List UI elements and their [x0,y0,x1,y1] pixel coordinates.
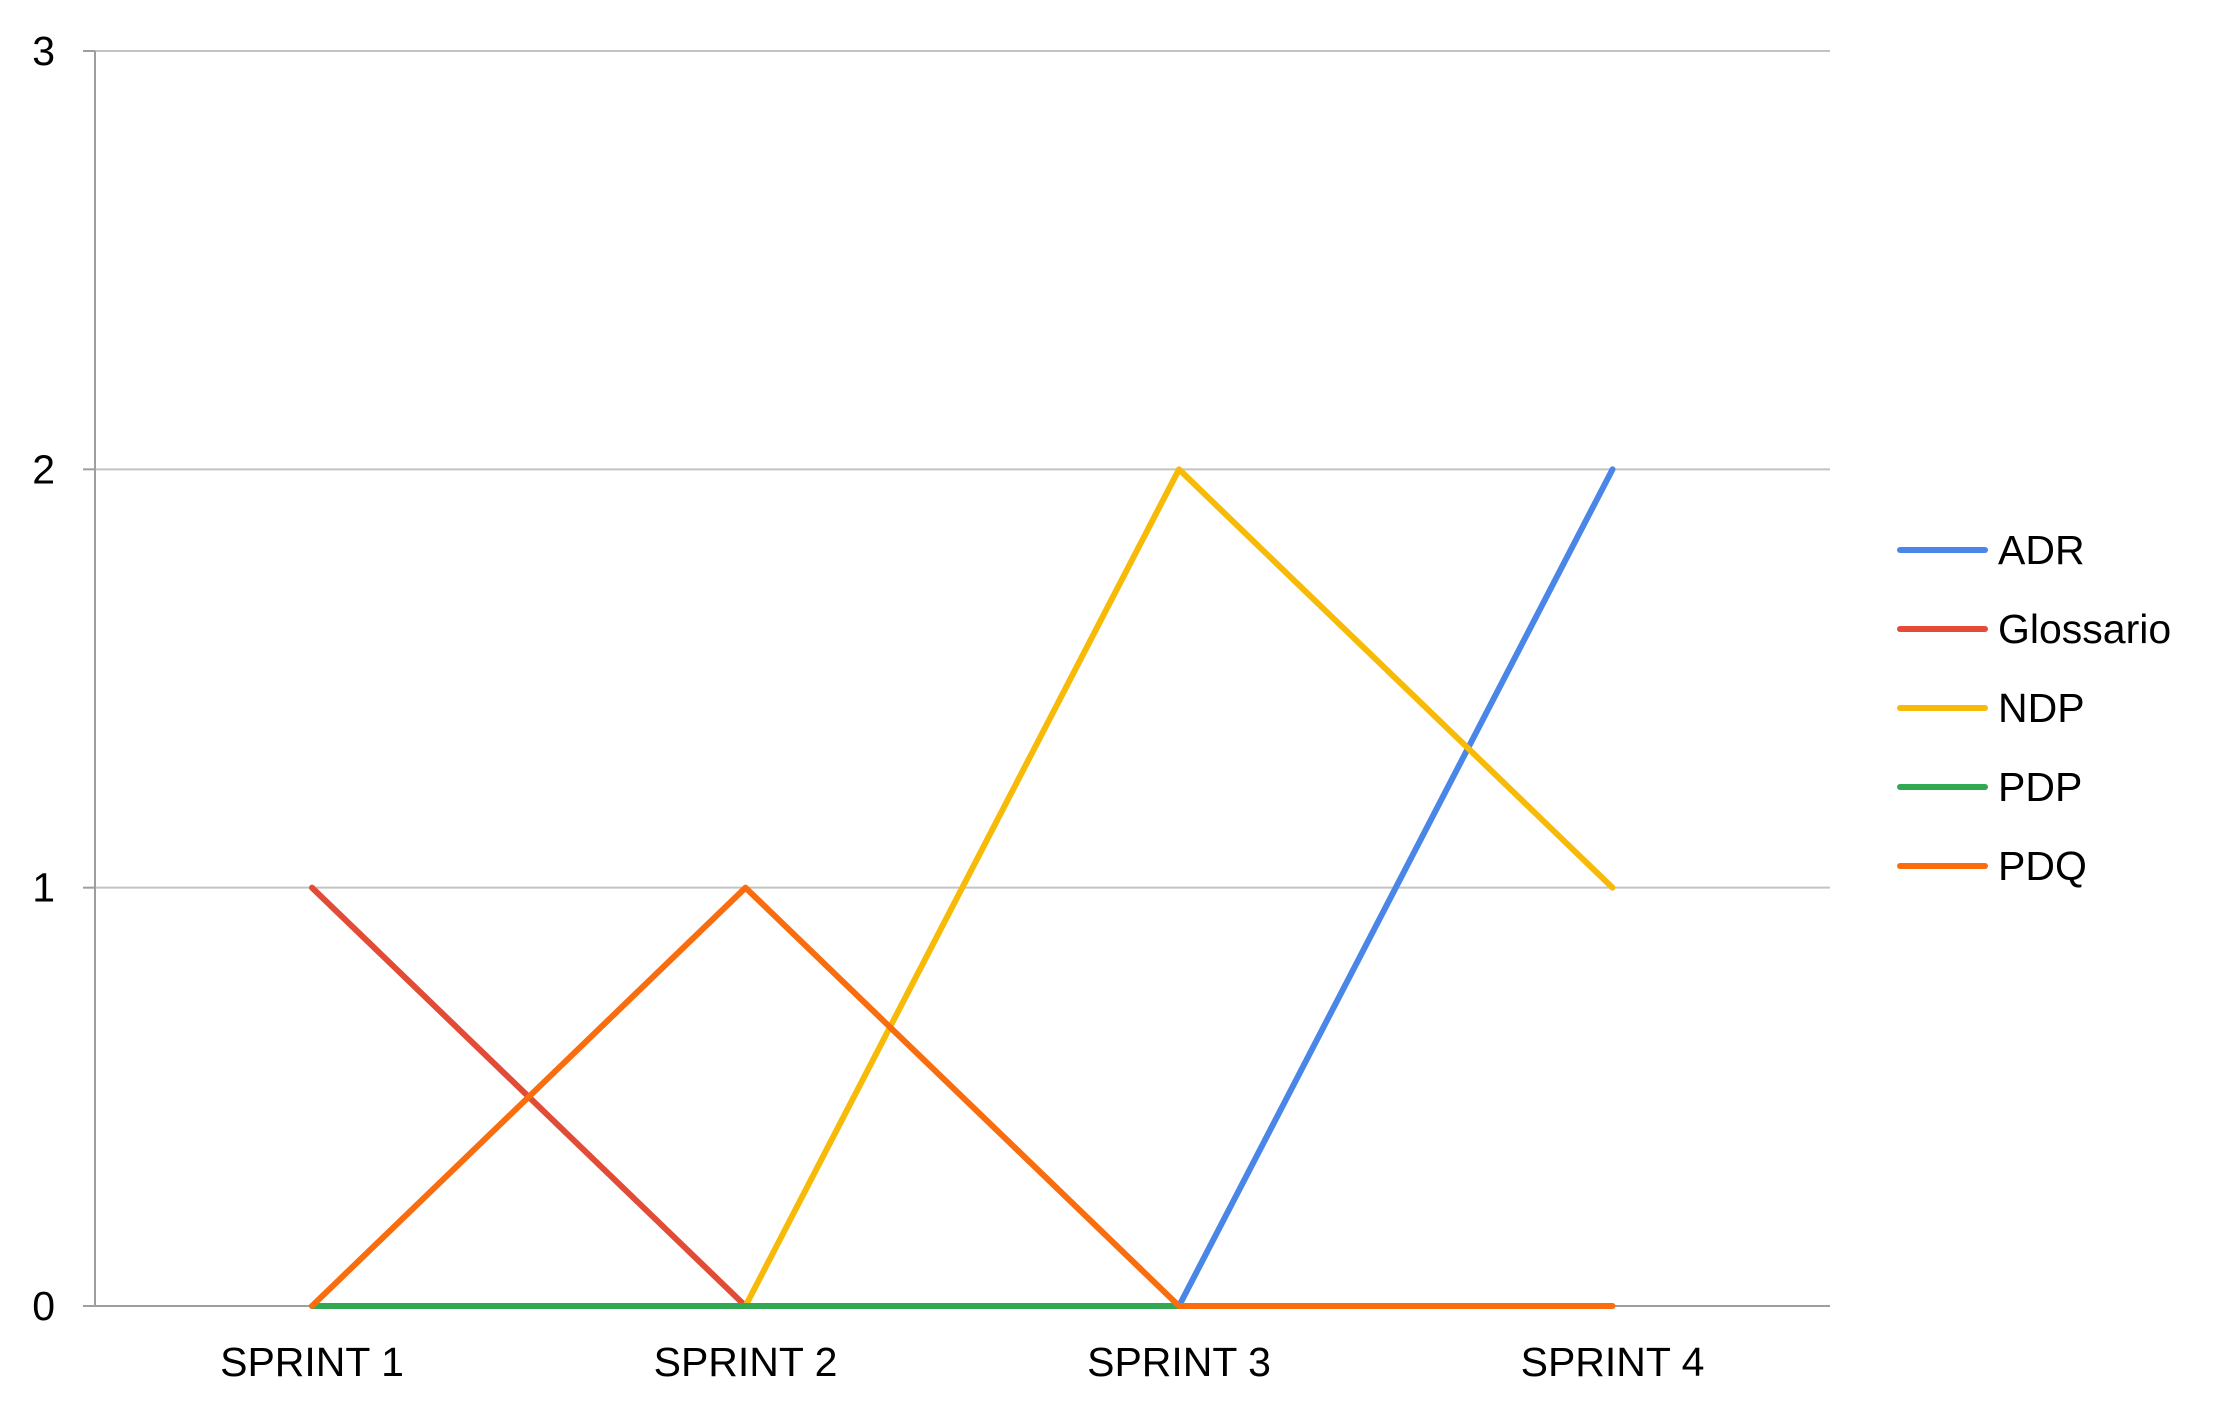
x-tick-label: SPRINT 3 [1087,1339,1271,1385]
y-tick-label: 3 [32,28,55,74]
legend-label-pdq: PDQ [1998,843,2087,889]
series-line-pdq [309,884,1616,1309]
x-tick-label: SPRINT 2 [654,1339,838,1385]
x-axis-ticks: SPRINT 1 SPRINT 2 SPRINT 3 SPRINT 4 [220,1339,1704,1385]
series-line-adr [1176,466,1616,1309]
grid-lines [95,50,1830,889]
y-axis-ticks: 0 1 2 3 [32,28,55,1329]
x-tick-label: SPRINT 4 [1521,1339,1705,1385]
series-lines [309,466,1616,1309]
legend-label-glossario: Glossario [1998,606,2171,652]
legend-label-pdp: PDP [1998,764,2082,810]
x-tick-label: SPRINT 1 [220,1339,404,1385]
legend-label-ndp: NDP [1998,685,2085,731]
legend: ADR Glossario NDP PDP PDQ [1897,527,2171,889]
legend-label-adr: ADR [1998,527,2085,573]
y-tick-label: 1 [32,865,55,911]
axes [83,50,1830,1307]
y-tick-label: 2 [32,446,55,492]
y-tick-label: 0 [32,1283,55,1329]
